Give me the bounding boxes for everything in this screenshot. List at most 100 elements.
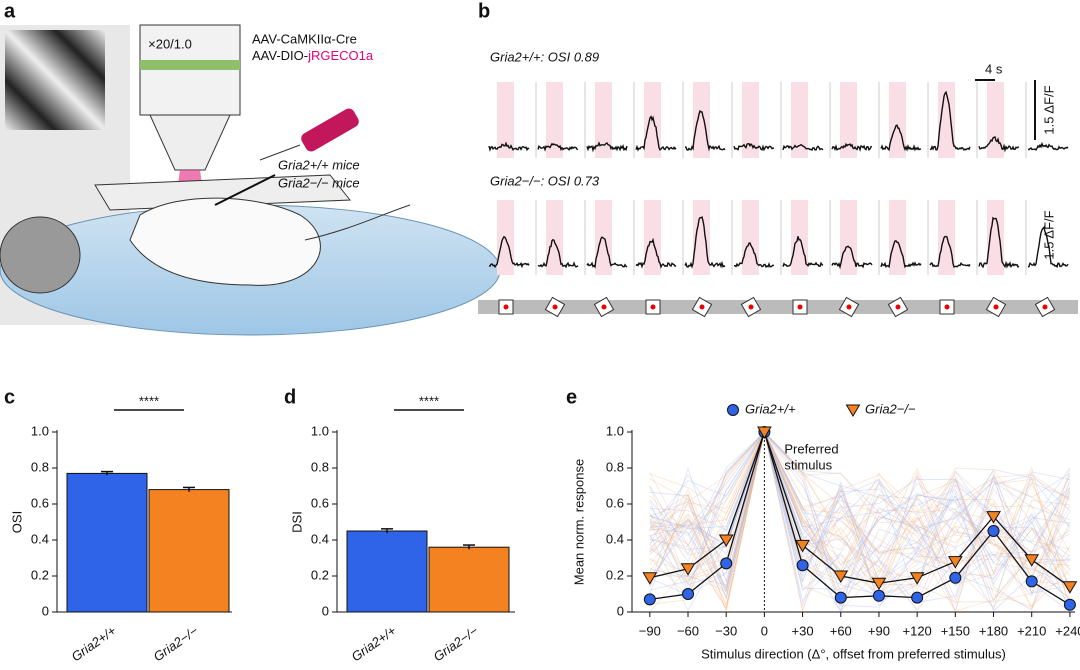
stimulus-dot xyxy=(846,304,852,310)
background-trace xyxy=(649,430,1071,598)
x-tick-label: +150 xyxy=(941,623,970,638)
background-trace xyxy=(649,431,1070,608)
y-tick-label: 0 xyxy=(322,603,329,618)
trace xyxy=(734,242,775,269)
x-tick-label: +180 xyxy=(979,623,1008,638)
marker xyxy=(986,511,1001,524)
stimulus-dot xyxy=(699,304,705,310)
background-trace xyxy=(649,430,1071,612)
marker xyxy=(1025,575,1038,588)
y-tick-label: 1.0 xyxy=(606,423,624,438)
panel-label: a xyxy=(4,0,16,22)
background-trace xyxy=(649,431,1070,591)
marker xyxy=(845,404,861,417)
marker xyxy=(642,572,658,585)
y-tick-label: 0.4 xyxy=(31,531,49,546)
stimulus-window xyxy=(742,82,759,158)
significance: **** xyxy=(139,393,159,408)
x-tick-label: +240 xyxy=(1055,623,1080,638)
trace xyxy=(880,124,922,152)
mice-label: Gria2+/+ mice xyxy=(278,157,360,172)
needle xyxy=(259,144,301,161)
y-axis-label: DSI xyxy=(289,511,304,533)
background-trace xyxy=(649,430,1071,613)
virus-label: AAV-DIO-jRGECO1a xyxy=(252,48,374,63)
stimulus-window xyxy=(546,200,563,275)
background-trace xyxy=(649,430,1071,581)
background-trace xyxy=(649,431,1071,601)
grating xyxy=(5,30,105,130)
y-tick-label: 1.0 xyxy=(311,423,329,438)
background-trace xyxy=(649,430,1071,610)
background-trace xyxy=(649,430,1071,612)
background-trace xyxy=(649,430,1071,612)
trace xyxy=(1028,141,1069,151)
y-tick-label: 0.8 xyxy=(31,459,49,474)
background-trace xyxy=(649,431,1071,605)
stimulus-window xyxy=(987,82,1004,158)
stimulus-window xyxy=(840,200,857,275)
marker xyxy=(871,577,887,591)
bar xyxy=(428,546,510,613)
arrow xyxy=(214,174,276,206)
stimulus-window xyxy=(595,82,612,158)
background-trace xyxy=(649,430,1071,613)
stimulus-dot xyxy=(650,304,656,310)
y-tick-label: 0.2 xyxy=(606,567,624,582)
time-scale: 4 s xyxy=(985,61,1003,76)
background-trace xyxy=(649,431,1071,611)
significance: **** xyxy=(419,393,439,408)
background-trace xyxy=(649,430,1071,598)
background-trace xyxy=(649,431,1071,612)
background-trace xyxy=(649,430,1071,597)
stimulus-window xyxy=(546,82,563,158)
background-trace xyxy=(649,430,1071,591)
background-trace xyxy=(649,431,1071,581)
stimulus-dot xyxy=(503,304,509,310)
annotation: stimulus xyxy=(784,457,832,472)
background-trace xyxy=(649,431,1071,589)
marker xyxy=(909,572,925,585)
amplitude-scale: 1.5 ΔF/F xyxy=(1041,85,1056,134)
x-tick-label: 0 xyxy=(761,623,768,638)
stimulus-dot xyxy=(601,304,607,310)
background-trace xyxy=(649,431,1071,592)
stimulus-strip xyxy=(478,300,1078,314)
stimulus-dot xyxy=(944,304,950,310)
trace xyxy=(733,142,775,152)
background-trace xyxy=(649,431,1071,612)
stimulus-dot xyxy=(797,304,803,310)
background-trace xyxy=(649,431,1071,610)
background-trace xyxy=(649,431,1071,559)
row-title: Gria2−/−: OSI 0.73 xyxy=(490,173,600,188)
stimulus-window xyxy=(644,200,661,275)
background-trace xyxy=(649,430,1071,574)
background-trace xyxy=(649,430,1071,586)
objective-band xyxy=(140,60,240,70)
trace xyxy=(684,109,726,152)
trace xyxy=(978,216,1020,269)
background-trace xyxy=(649,430,1071,608)
trace xyxy=(684,216,726,269)
stimulus-dot xyxy=(993,304,999,310)
background-trace xyxy=(649,431,1071,609)
background-trace xyxy=(649,430,1071,612)
trace xyxy=(831,142,873,152)
panel-label: d xyxy=(284,386,296,408)
background-trace xyxy=(649,430,1071,579)
x-tick-label: +60 xyxy=(830,623,852,638)
background-trace xyxy=(649,431,1071,605)
background-trace xyxy=(649,431,1070,613)
y-tick-label: 0.2 xyxy=(31,567,49,582)
y-tick-label: 0.8 xyxy=(606,459,624,474)
annotation: Preferred xyxy=(784,441,838,456)
background-trace xyxy=(649,431,1071,613)
marker xyxy=(727,404,739,416)
virus-label: AAV-CaMKIIα-Cre xyxy=(252,31,357,46)
y-tick-label: 0 xyxy=(617,603,624,618)
marker xyxy=(680,563,696,576)
background-trace xyxy=(649,430,1070,594)
x-tick-label: Gria2−/− xyxy=(431,623,481,665)
trace xyxy=(586,141,628,153)
virus-label: jRGECO1a xyxy=(307,48,374,63)
